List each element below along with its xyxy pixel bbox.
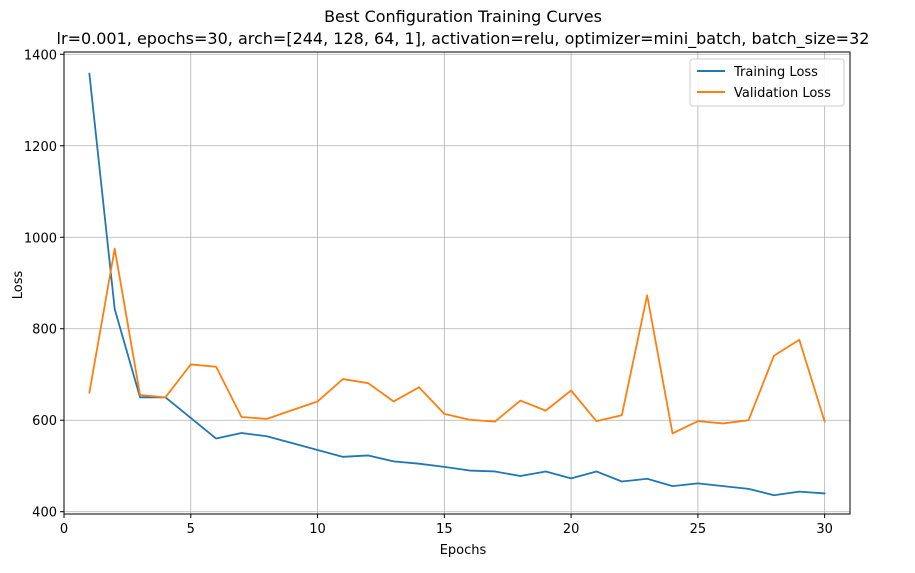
y-tick-label: 1200 [24,140,57,155]
y-tick-label: 800 [32,323,57,338]
grid-layer [63,52,850,514]
legend-label-training: Training Loss [733,65,818,80]
legend-box [689,58,845,107]
series-line-training-loss [88,72,826,497]
x-tick-label: 20 [563,522,580,537]
y-tick-label: 1400 [24,48,57,63]
series-line-validation-loss [88,247,826,435]
chart-subtitle: lr=0.001, epochs=30, arch=[244, 128, 64,… [57,29,870,49]
x-axis-label: Epochs [440,543,487,558]
legend-label-validation: Validation Loss [734,86,831,101]
y-axis-label: Loss [11,271,26,300]
y-tick-label: 600 [32,414,57,429]
x-tick-label: 15 [436,522,453,537]
plot-frame [63,51,851,515]
x-tick-label: 5 [187,522,195,537]
y-tick-label: 400 [32,506,57,521]
x-tick-label: 0 [60,522,68,537]
legend: Training Loss Validation Loss [689,58,845,107]
x-tick-label: 25 [690,522,707,537]
series-layer [88,72,826,497]
x-tick-label: 30 [816,522,833,537]
y-tick-label: 1000 [24,231,57,246]
chart-title: Best Configuration Training Curves [324,7,602,26]
x-tick-label: 10 [309,522,326,537]
tick-layer: 0 5 10 15 20 25 30 400 600 800 1000 1200 1400 [24,48,833,537]
